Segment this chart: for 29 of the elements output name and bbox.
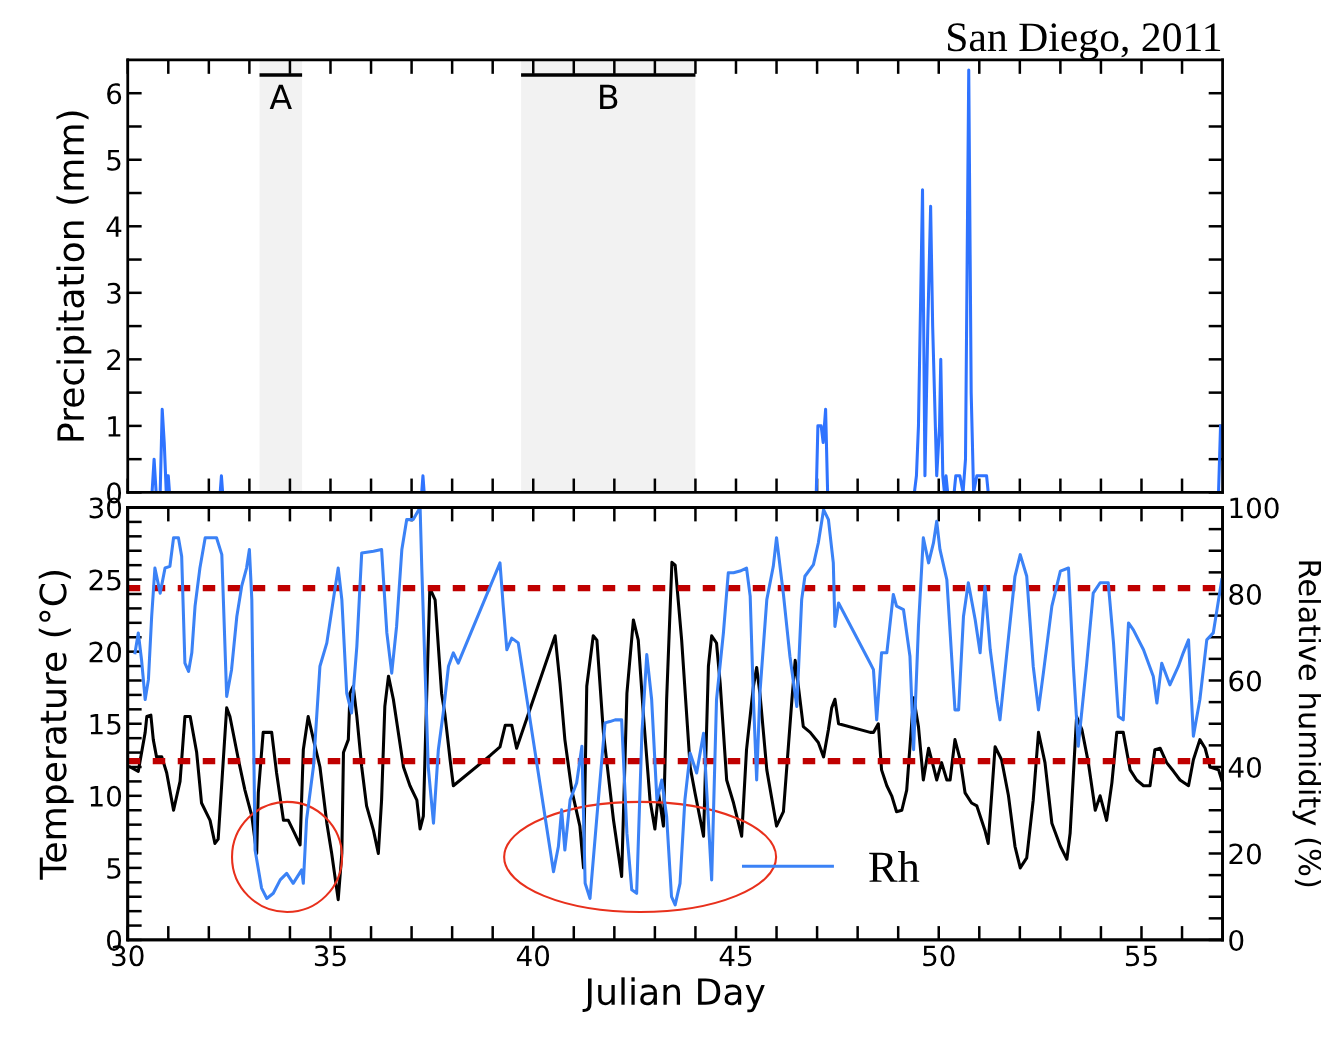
y-tick-label: 5 (107, 858, 121, 879)
x-axis-title: Julian Day (582, 977, 765, 1013)
y-axis-title: Precipitation (mm) (56, 111, 92, 441)
x-tick-label: 40 (516, 945, 550, 967)
y-axis-title: Temperature (°C) (38, 571, 74, 880)
y-tick-label: 10 (90, 785, 122, 807)
x-tick-label: 55 (1125, 945, 1157, 967)
band-label: B (600, 84, 618, 110)
band-label: A (269, 84, 292, 110)
y-tick-label: 1 (108, 416, 121, 437)
y2-tick-label: 100 (1230, 497, 1279, 519)
y2-tick-label: 80 (1229, 583, 1261, 605)
x-tick-label: 45 (719, 945, 752, 967)
chart-title: San Diego, 2011 (948, 23, 1221, 60)
y-tick-label: 25 (89, 569, 121, 591)
y-tick-label: 4 (106, 216, 122, 237)
x-tick-label: 50 (923, 945, 955, 967)
y-tick-label: 15 (90, 714, 121, 735)
y-tick-label: 6 (107, 83, 122, 105)
y-tick-label: 5 (107, 150, 121, 171)
legend-label: Rh (869, 851, 920, 882)
x-tick-label: 35 (314, 945, 346, 967)
y2-tick-label: 20 (1229, 843, 1261, 865)
y2-tick-label: 0 (1229, 929, 1244, 951)
y2-tick-label: 40 (1228, 756, 1261, 778)
y-tick-label: 3 (107, 282, 121, 304)
y2-tick-label: 60 (1229, 670, 1261, 692)
y-tick-label: 2 (107, 349, 121, 370)
y-tick-label: 20 (89, 641, 122, 663)
